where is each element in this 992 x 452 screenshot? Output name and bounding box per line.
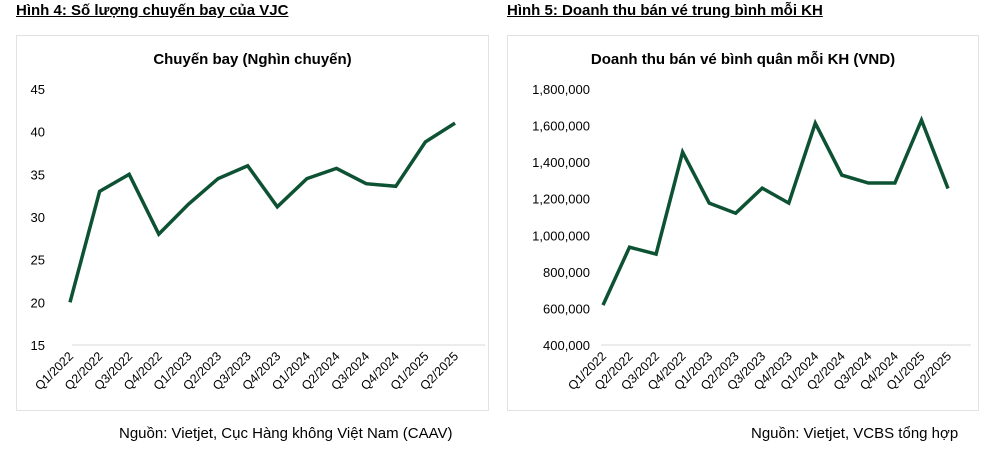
y-tick-label: 400,000 — [543, 338, 590, 353]
y-tick-label: 25 — [31, 253, 45, 268]
y-tick-label: 1,800,000 — [532, 82, 590, 97]
chart-ticket-revenue: Doanh thu bán vé bình quân mỗi KH (VND) 4… — [532, 51, 971, 393]
y-tick-label: 1,600,000 — [532, 119, 590, 134]
series-line — [601, 115, 950, 306]
series-line — [68, 121, 456, 303]
y-tick-label: 15 — [31, 338, 45, 353]
chart-title: Chuyến bay (Nghìn chuyến) — [153, 51, 351, 68]
chart-2-panel: Doanh thu bán vé bình quân mỗi KH (VND) 4… — [507, 35, 979, 411]
figure-4-title: Hình 4: Số lượng chuyến bay của VJC — [16, 2, 289, 19]
figure-5-source: Nguồn: Vietjet, VCBS tổng hợp — [751, 425, 959, 442]
y-tick-label: 600,000 — [543, 301, 590, 316]
y-tick-label: 45 — [31, 82, 45, 97]
y-tick-label: 1,000,000 — [532, 228, 590, 243]
chart-flights: Chuyến bay (Nghìn chuyến)15202530354045Q… — [31, 51, 485, 393]
chart-1-panel: Chuyến bay (Nghìn chuyến) 15 20 25 30 35 40 45 Q… — [16, 35, 489, 411]
y-tick-label: 800,000 — [543, 265, 590, 280]
y-tick-label: 1,200,000 — [532, 192, 590, 207]
figure-4-source: Nguồn: Vietjet, Cục Hàng không Việt Nam … — [119, 425, 453, 442]
y-tick-label: 35 — [31, 167, 45, 182]
y-tick-label: 1,400,000 — [532, 155, 590, 170]
chart-title: Doanh thu bán vé bình quân mỗi KH (VND) — [591, 51, 895, 68]
y-tick-label: 30 — [31, 210, 45, 225]
figure-5-title: Hình 5: Doanh thu bán vé trung bình mỗi … — [507, 2, 823, 19]
y-tick-label: 40 — [31, 125, 45, 140]
y-tick-label: 20 — [31, 295, 45, 310]
